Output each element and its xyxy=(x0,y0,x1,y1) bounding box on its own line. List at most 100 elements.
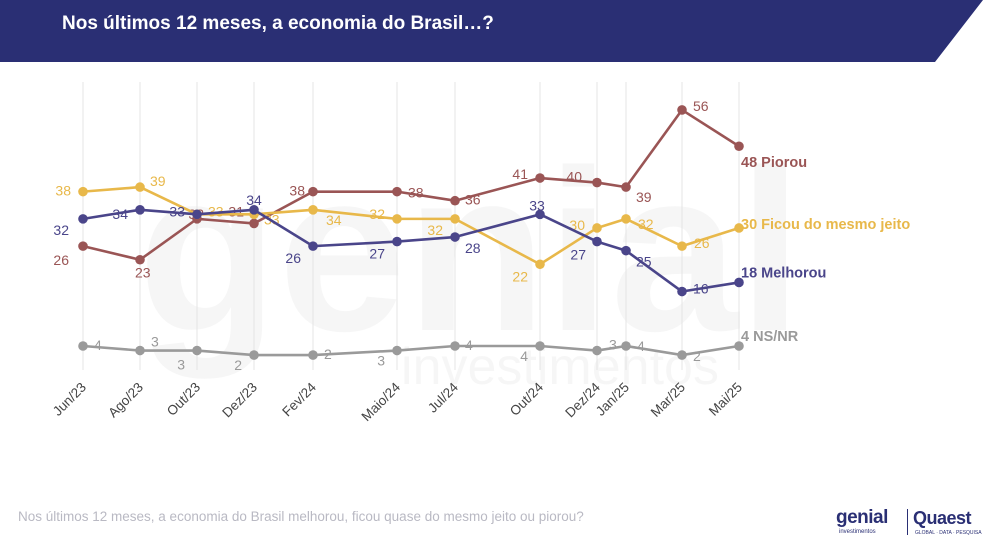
series-line-mesmo_jeito xyxy=(82,185,740,266)
genial-logo: genial xyxy=(836,507,888,528)
end-label-melhorou: 18 Melhorou xyxy=(741,265,826,281)
data-point-nsnr xyxy=(78,341,88,351)
data-label-melhorou: 33 xyxy=(169,203,185,219)
data-point-melhorou xyxy=(677,286,687,297)
data-point-nsnr xyxy=(392,345,402,356)
data-label-piorou: 36 xyxy=(465,192,481,208)
data-label-nsnr: 4 xyxy=(465,337,473,353)
data-point-melhorou xyxy=(192,209,202,220)
data-label-mesmo_jeito: 32 xyxy=(638,216,654,232)
data-point-piorou xyxy=(249,218,259,229)
data-label-piorou: 23 xyxy=(135,265,151,281)
data-label-melhorou: 27 xyxy=(369,246,385,262)
data-label-melhorou: 27 xyxy=(570,247,586,263)
data-label-piorou: 39 xyxy=(636,189,652,205)
data-point-nsnr xyxy=(135,345,145,356)
page-title: Nos últimos 12 meses, a economia do Bras… xyxy=(62,13,494,34)
data-label-nsnr: 4 xyxy=(520,348,528,364)
data-label-nsnr: 2 xyxy=(234,357,242,373)
data-point-mesmo_jeito xyxy=(592,223,602,233)
data-label-nsnr: 3 xyxy=(177,357,185,373)
data-point-mesmo_jeito xyxy=(677,241,687,251)
data-point-piorou xyxy=(621,182,631,192)
data-point-nsnr xyxy=(592,345,602,356)
data-label-piorou: 26 xyxy=(53,252,69,268)
data-point-mesmo_jeito xyxy=(450,214,460,224)
x-tick-label: Ago/23 xyxy=(105,380,146,421)
data-label-mesmo_jeito: 33 xyxy=(208,203,224,219)
data-point-nsnr xyxy=(677,350,687,360)
data-label-melhorou: 16 xyxy=(693,281,709,297)
data-label-nsnr: 2 xyxy=(324,346,332,362)
data-point-mesmo_jeito xyxy=(392,214,402,224)
x-tick-label: Fev/24 xyxy=(279,379,319,419)
data-point-nsnr xyxy=(734,341,744,351)
data-label-mesmo_jeito: 39 xyxy=(150,173,166,189)
data-point-piorou xyxy=(450,195,460,206)
data-label-mesmo_jeito: 34 xyxy=(326,212,342,228)
data-point-melhorou xyxy=(621,245,631,256)
data-point-nsnr xyxy=(249,350,259,360)
x-tick-label: Dez/23 xyxy=(219,380,260,421)
data-label-mesmo_jeito: 22 xyxy=(512,268,528,284)
data-label-melhorou: 34 xyxy=(246,192,262,208)
data-label-melhorou: 28 xyxy=(465,240,481,256)
data-point-melhorou xyxy=(249,205,259,215)
data-point-piorou xyxy=(535,173,545,183)
quaest-logo-subtitle: GLOBAL · DATA · PESQUISA xyxy=(915,530,982,536)
data-label-mesmo_jeito: 38 xyxy=(55,183,71,199)
data-label-melhorou: 34 xyxy=(112,206,128,222)
data-point-nsnr xyxy=(450,341,460,351)
survey-question: Nos últimos 12 meses, a economia do Bras… xyxy=(18,509,584,524)
end-label-piorou: 48 Piorou xyxy=(741,155,807,171)
data-point-nsnr xyxy=(192,345,202,356)
logos: genial investimentos Quaest GLOBAL · DAT… xyxy=(834,505,982,539)
data-label-mesmo_jeito: 26 xyxy=(694,235,710,251)
data-label-nsnr: 4 xyxy=(94,337,102,353)
data-label-nsnr: 2 xyxy=(693,348,701,364)
data-label-nsnr: 3 xyxy=(377,353,385,369)
data-point-mesmo_jeito xyxy=(308,205,318,215)
data-point-nsnr xyxy=(308,350,318,360)
data-label-melhorou: 32 xyxy=(53,222,69,238)
genial-logo-subtitle: investimentos xyxy=(839,529,876,535)
data-point-piorou xyxy=(308,186,318,197)
end-label-mesmo_jeito: 30 Ficou do mesmo jeito xyxy=(741,217,910,233)
data-label-piorou: 41 xyxy=(512,166,528,182)
data-point-piorou xyxy=(78,241,88,251)
data-point-piorou xyxy=(734,141,744,152)
data-label-melhorou: 26 xyxy=(285,250,301,266)
data-label-piorou: 56 xyxy=(693,98,709,114)
end-label-nsnr: 4 NS/NR xyxy=(741,329,799,345)
data-point-melhorou xyxy=(78,214,88,224)
quaest-logo: Quaest xyxy=(913,508,972,528)
data-point-piorou xyxy=(677,105,687,115)
data-point-melhorou xyxy=(392,236,402,247)
x-tick-label: Jun/23 xyxy=(50,380,89,419)
data-point-nsnr xyxy=(621,341,631,351)
series-line-melhorou xyxy=(82,208,740,293)
data-point-piorou xyxy=(392,186,402,197)
data-point-melhorou xyxy=(734,277,744,288)
data-label-piorou: 38 xyxy=(289,183,305,199)
data-label-mesmo_jeito: 32 xyxy=(427,222,443,238)
series-line-nsnr xyxy=(82,344,740,357)
data-point-mesmo_jeito xyxy=(535,259,545,270)
header-band-shape xyxy=(0,0,983,62)
data-point-mesmo_jeito xyxy=(621,214,631,224)
data-point-melhorou xyxy=(535,209,545,220)
data-point-melhorou xyxy=(135,205,145,215)
data-label-nsnr: 3 xyxy=(151,334,159,350)
header-band xyxy=(0,0,983,62)
data-point-mesmo_jeito xyxy=(135,182,145,192)
data-point-piorou xyxy=(135,254,145,265)
data-point-melhorou xyxy=(592,236,602,247)
data-point-nsnr xyxy=(535,341,545,351)
data-point-mesmo_jeito xyxy=(78,186,88,197)
logo-divider xyxy=(907,509,908,535)
data-point-melhorou xyxy=(450,232,460,242)
data-label-mesmo_jeito: 32 xyxy=(369,206,385,222)
data-point-mesmo_jeito xyxy=(734,223,744,233)
data-label-nsnr: 3 xyxy=(609,337,617,353)
